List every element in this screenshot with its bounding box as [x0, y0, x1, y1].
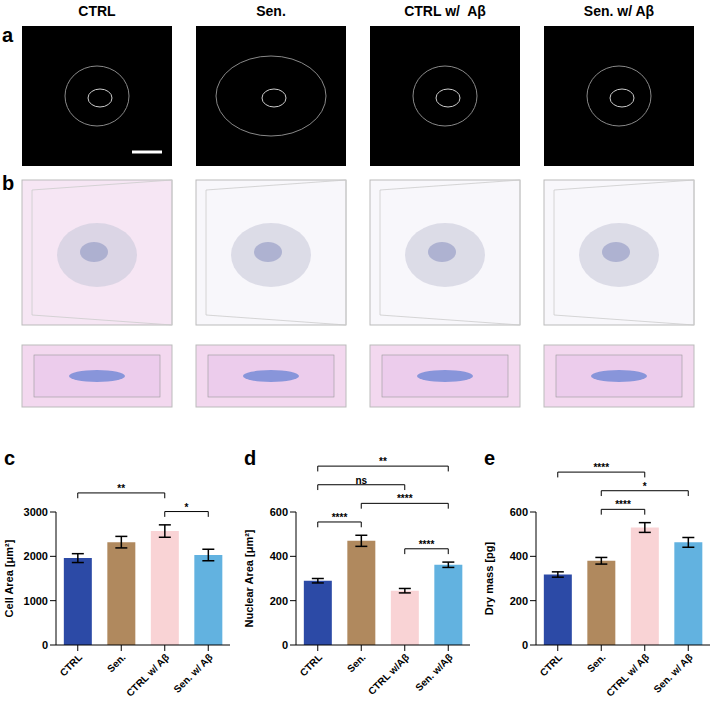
svg-text:Sen.: Sen. — [585, 652, 608, 675]
svg-text:0: 0 — [522, 639, 528, 651]
svg-text:**: ** — [117, 483, 125, 494]
html-text:a: a — [2, 24, 14, 46]
html-text:Sen. w/ Aβ: Sen. w/ Aβ — [583, 3, 655, 19]
svg-text:CTRL: CTRL — [538, 652, 565, 679]
svg-text:****: **** — [593, 462, 609, 473]
svg-text:200: 200 — [270, 595, 288, 607]
svg-text:200: 200 — [510, 595, 528, 607]
svg-text:CTRL: CTRL — [298, 652, 325, 679]
svg-text:Sen.: Sen. — [105, 652, 128, 675]
svg-text:600: 600 — [270, 506, 288, 518]
svg-text:1000: 1000 — [24, 595, 48, 607]
svg-text:ns: ns — [355, 475, 367, 486]
svg-text:Sen.: Sen. — [345, 652, 368, 675]
svg-text:CTRL w/Aβ: CTRL w/Aβ — [366, 652, 411, 697]
svg-text:*: * — [643, 481, 647, 492]
svg-text:Nuclear Area [μm²]: Nuclear Area [μm²] — [243, 529, 255, 627]
svg-text:0: 0 — [282, 639, 288, 651]
svg-text:600: 600 — [510, 506, 528, 518]
svg-text:****: **** — [397, 493, 413, 504]
svg-text:Sen. w/Aβ: Sen. w/Aβ — [413, 652, 455, 694]
html-text:b: b — [2, 172, 15, 194]
html-text:CTRL: CTRL — [78, 3, 116, 19]
svg-text:****: **** — [419, 539, 435, 550]
svg-text:2000: 2000 — [24, 550, 48, 562]
svg-text:Dry mass [pg]: Dry mass [pg] — [483, 541, 495, 615]
svg-text:****: **** — [615, 499, 631, 510]
svg-text:CTRL w/ Aβ: CTRL w/ Aβ — [604, 652, 651, 699]
html-text:Sen.: Sen. — [256, 3, 286, 19]
svg-text:Sen. w/ Aβ: Sen. w/ Aβ — [171, 652, 214, 695]
html-text:e: e — [484, 447, 496, 469]
svg-text:CTRL: CTRL — [58, 652, 85, 679]
svg-text:400: 400 — [270, 550, 288, 562]
html-text:d: d — [244, 447, 257, 469]
svg-text:CTRL w/ Aβ: CTRL w/ Aβ — [124, 652, 171, 699]
svg-text:400: 400 — [510, 550, 528, 562]
svg-text:Sen. w/ Aβ: Sen. w/ Aβ — [651, 652, 694, 695]
html-text:c: c — [4, 447, 16, 469]
svg-text:**: ** — [379, 456, 387, 467]
svg-text:*: * — [185, 502, 189, 513]
html-text:CTRL w/ Aβ: CTRL w/ Aβ — [404, 3, 486, 19]
svg-text:****: **** — [332, 512, 348, 523]
svg-text:Cell Area [μm²]: Cell Area [μm²] — [3, 539, 15, 617]
svg-text:3000: 3000 — [24, 506, 48, 518]
svg-text:0: 0 — [42, 639, 48, 651]
